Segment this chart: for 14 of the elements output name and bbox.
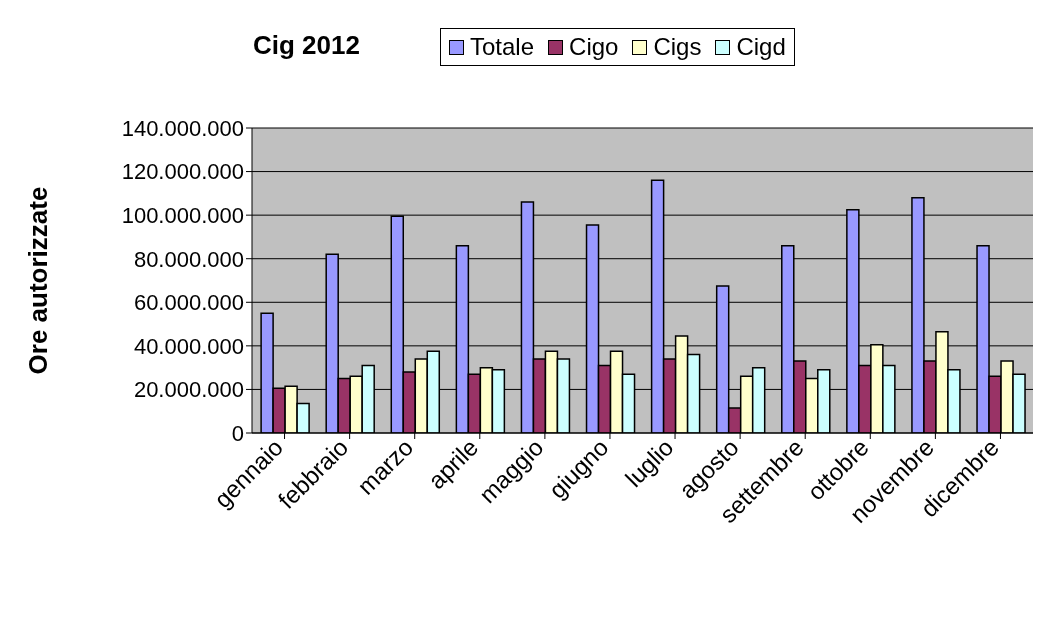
y-tick-label: 20.000.000 <box>133 377 244 403</box>
y-tick-label: 120.000.000 <box>121 159 244 185</box>
y-tick-label: 60.000.000 <box>133 290 244 316</box>
legend-label: Totale <box>470 33 535 61</box>
legend-label: Cigs <box>653 33 702 61</box>
y-tick-label: 40.000.000 <box>133 333 244 359</box>
y-tick-label: 140.000.000 <box>121 115 244 141</box>
legend-label: Cigo <box>569 33 619 61</box>
y-tick-label: 0 <box>231 420 244 446</box>
y-tick-label: 100.000.000 <box>121 202 244 228</box>
chart-title: Cig 2012 <box>253 30 360 61</box>
y-tick-label: 80.000.000 <box>133 246 244 272</box>
legend-label: Cigd <box>736 33 786 61</box>
y-axis-title: Ore autorizzate <box>23 186 54 375</box>
